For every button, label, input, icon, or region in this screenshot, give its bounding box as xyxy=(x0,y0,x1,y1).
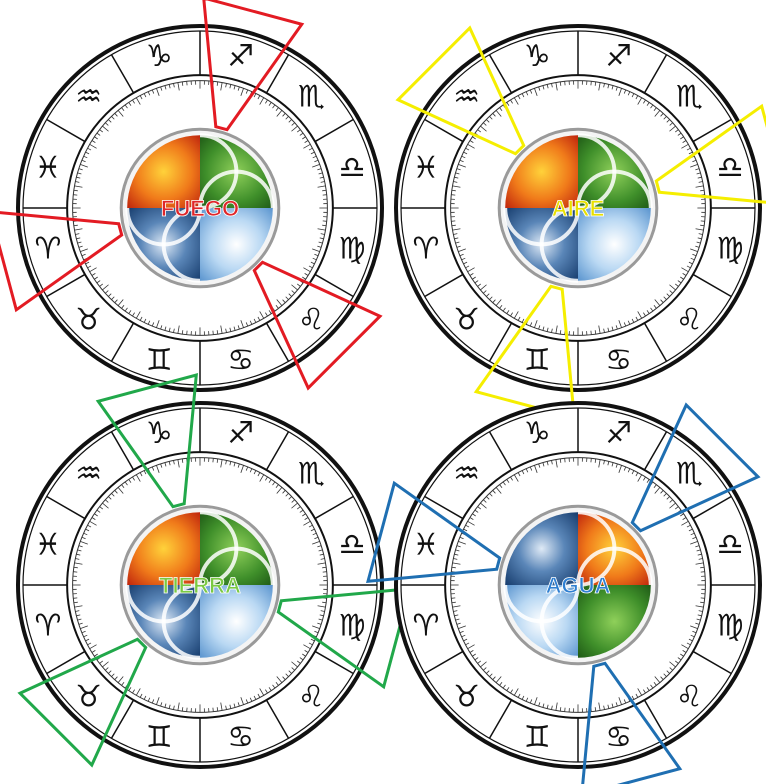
highlight-sector xyxy=(95,372,198,509)
zodiac-glyph: ♏ xyxy=(676,457,703,492)
zodiac-glyph: ♓ xyxy=(34,527,61,562)
zodiac-glyph: ♌ xyxy=(676,302,703,337)
highlight-sector xyxy=(0,211,124,313)
zodiac-glyph: ♋ xyxy=(605,343,632,378)
zodiac-wheel-aire: ♓ ♒ ♑ ♐ ♏ ♎ ♍ ♌ ♋ ♊ ♉ ♈ AIRE xyxy=(394,24,766,421)
highlight-sector xyxy=(630,402,761,533)
element-quadrant-air xyxy=(200,208,273,281)
zodiac-glyph: ♋ xyxy=(227,343,254,378)
zodiac-glyph: ♋ xyxy=(605,720,632,755)
zodiac-glyph: ♉ xyxy=(453,302,480,337)
zodiac-glyph: ♌ xyxy=(298,679,325,714)
zodiac-glyph: ♑ xyxy=(524,416,551,451)
element-label: TIERRA xyxy=(159,573,241,598)
zodiac-wheel-agua: ♓ ♒ ♑ ♐ ♏ ♎ ♍ ♌ ♋ ♊ ♉ ♈ AGUA xyxy=(365,401,762,784)
zodiac-glyph: ♓ xyxy=(412,527,439,562)
zodiac-glyph: ♒ xyxy=(453,457,480,492)
zodiac-glyph: ♌ xyxy=(298,302,325,337)
zodiac-glyph: ♑ xyxy=(146,416,173,451)
highlight-sector xyxy=(202,0,305,132)
zodiac-glyph: ♍ xyxy=(339,609,366,644)
zodiac-glyph: ♓ xyxy=(34,150,61,185)
zodiac-glyph: ♊ xyxy=(146,720,173,755)
zodiac-glyph: ♑ xyxy=(146,39,173,74)
element-quadrant-fire xyxy=(127,135,200,208)
zodiac-glyph: ♍ xyxy=(717,609,744,644)
zodiac-glyph: ♋ xyxy=(227,720,254,755)
zodiac-glyph: ♎ xyxy=(717,527,744,562)
zodiac-glyph: ♏ xyxy=(298,457,325,492)
zodiac-glyph: ♎ xyxy=(717,150,744,185)
zodiac-glyph: ♉ xyxy=(75,302,102,337)
zodiac-glyph: ♑ xyxy=(524,39,551,74)
highlight-sector xyxy=(654,103,766,204)
zodiac-wheel-tierra: ♓ ♒ ♑ ♐ ♏ ♎ ♍ ♌ ♋ ♊ ♉ ♈ TIERRA xyxy=(16,372,413,769)
element-label: AGUA xyxy=(546,573,611,598)
element-quadrant-air xyxy=(200,585,273,658)
highlight-sector xyxy=(395,25,526,156)
zodiac-glyph: ♐ xyxy=(227,416,254,451)
zodiac-glyph: ♊ xyxy=(146,343,173,378)
element-quadrant-air xyxy=(578,208,651,281)
zodiac-glyph: ♒ xyxy=(75,457,102,492)
element-quadrant-earth xyxy=(578,585,651,658)
zodiac-glyph: ♏ xyxy=(298,80,325,115)
zodiac-glyph: ♊ xyxy=(524,343,551,378)
zodiac-glyph: ♊ xyxy=(524,720,551,755)
element-label: FUEGO xyxy=(161,196,239,221)
highlight-sector xyxy=(17,637,148,768)
zodiac-glyph: ♈ xyxy=(412,232,439,267)
highlight-sector xyxy=(252,260,383,391)
zodiac-glyph: ♐ xyxy=(227,39,254,74)
element-quadrant-fire xyxy=(505,135,578,208)
zodiac-glyph: ♈ xyxy=(412,609,439,644)
zodiac-wheel-fuego: ♓ ♒ ♑ ♐ ♏ ♎ ♍ ♌ ♋ ♊ ♉ ♈ FUEGO xyxy=(0,0,384,392)
zodiac-glyph: ♈ xyxy=(34,232,61,267)
zodiac-glyph: ♐ xyxy=(605,416,632,451)
zodiac-glyph: ♈ xyxy=(34,609,61,644)
zodiac-glyph: ♎ xyxy=(339,527,366,562)
zodiac-glyph: ♍ xyxy=(339,232,366,267)
element-quadrant-fire xyxy=(127,512,200,585)
zodiac-glyph: ♒ xyxy=(453,80,480,115)
zodiac-glyph: ♓ xyxy=(412,150,439,185)
element-label: AIRE xyxy=(552,196,605,221)
zodiac-glyph: ♎ xyxy=(339,150,366,185)
highlight-sector xyxy=(365,480,502,583)
zodiac-glyph: ♍ xyxy=(717,232,744,267)
element-quadrant-water xyxy=(505,512,578,585)
zodiac-glyph: ♐ xyxy=(605,39,632,74)
zodiac-glyph: ♏ xyxy=(676,80,703,115)
highlight-sector xyxy=(581,661,683,784)
zodiac-glyph: ♒ xyxy=(75,80,102,115)
zodiac-glyph: ♉ xyxy=(453,679,480,714)
zodiac-glyph: ♉ xyxy=(75,679,102,714)
zodiac-glyph: ♌ xyxy=(676,679,703,714)
